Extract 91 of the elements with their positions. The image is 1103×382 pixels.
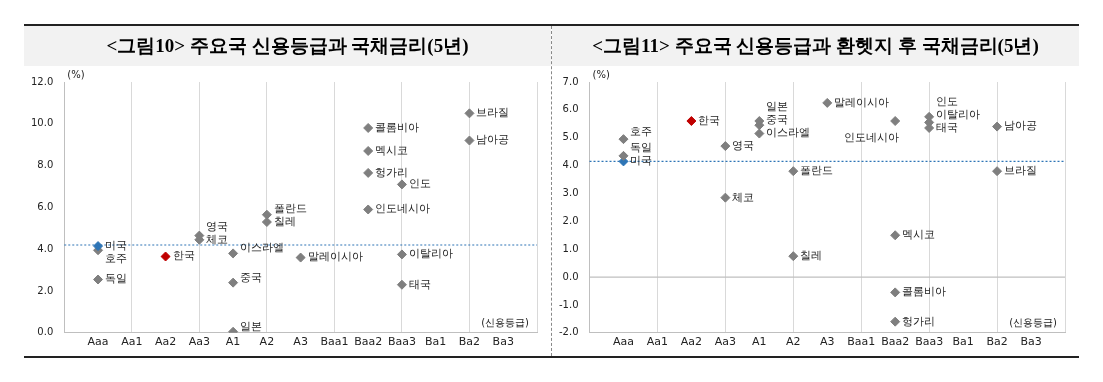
series-label: 인도네시아 xyxy=(844,130,900,144)
y-tick-label: 0.0 xyxy=(37,326,54,338)
series-label: 한국 xyxy=(172,249,195,263)
x-tick-label: Ba1 xyxy=(952,335,974,349)
x-tick-label: A1 xyxy=(225,335,241,349)
series-label: 태국 xyxy=(936,120,959,134)
y-tick-label: 3.0 xyxy=(562,187,579,199)
series-label: 호주 xyxy=(630,124,653,138)
x-tick-label: Baa3 xyxy=(915,335,944,349)
series-label: 미국 xyxy=(105,238,128,252)
annotation: (신용등급) xyxy=(481,317,530,329)
x-tick-label: Baa1 xyxy=(847,335,876,349)
x-tick-label: Ba1 xyxy=(425,335,447,349)
series-label: 브라질 xyxy=(476,106,510,120)
series-label: 호주 xyxy=(105,251,128,265)
series-label: 헝가리 xyxy=(902,314,936,328)
y-tick-label: 4.0 xyxy=(37,242,54,254)
y-tick-label: 1.0 xyxy=(562,242,579,254)
series-label: 태국 xyxy=(408,277,431,291)
x-tick-label: Baa3 xyxy=(387,335,416,349)
x-tick-label: A3 xyxy=(293,335,308,349)
series-label: 멕시코 xyxy=(902,228,936,242)
x-tick-label: Ba2 xyxy=(458,335,481,349)
y-tick-label: 0.0 xyxy=(562,270,579,282)
series-label: 콜롬비아 xyxy=(902,285,947,299)
series-label: 인도 xyxy=(408,177,431,191)
series-label: 중국 xyxy=(766,113,789,127)
series-label: 한국 xyxy=(698,113,721,127)
series-label: 체코 xyxy=(206,232,229,246)
series-label: 독일 xyxy=(105,272,128,286)
x-tick-label: Aa1 xyxy=(121,335,143,349)
y-axis-title: (%) xyxy=(592,68,610,80)
series-label: 이탈리아 xyxy=(936,107,981,121)
series-label: 인도 xyxy=(936,94,959,108)
x-tick-label: A2 xyxy=(786,335,801,349)
y-tick-label: 6.0 xyxy=(562,103,579,115)
series-label: 폴란드 xyxy=(273,201,307,215)
x-tick-label: Aaa xyxy=(87,335,109,349)
annotation: (신용등급) xyxy=(1009,317,1058,329)
series-label: 폴란드 xyxy=(800,164,834,178)
series-label: 이탈리아 xyxy=(408,247,453,261)
series-label: 중국 xyxy=(240,270,263,284)
x-tick-label: A2 xyxy=(259,335,275,349)
series-label: 칠레 xyxy=(273,214,296,228)
series-label: 일본 xyxy=(766,100,789,114)
y-tick-label: 7.0 xyxy=(562,75,579,87)
series-label: 일본 xyxy=(240,319,263,333)
series-label: 체코 xyxy=(732,190,755,204)
y-tick-label: -1.0 xyxy=(559,298,579,310)
y-tick-label: 6.0 xyxy=(37,200,54,212)
series-label: 영국 xyxy=(732,138,755,152)
x-tick-label: A1 xyxy=(752,335,767,349)
chart-title: <그림11> 주요국 신용등급과 환헷지 후 국채금리(5년) xyxy=(552,26,1079,66)
series-label: 말레이시아 xyxy=(834,95,890,109)
y-tick-label: 2.0 xyxy=(562,214,579,226)
y-tick-label: -2.0 xyxy=(559,326,579,338)
x-tick-label: Aa2 xyxy=(154,335,177,349)
series-label: 남아공 xyxy=(1004,119,1038,133)
series-label: 칠레 xyxy=(800,249,823,263)
y-tick-label: 5.0 xyxy=(562,131,579,143)
y-tick-label: 2.0 xyxy=(37,284,54,296)
y-tick-label: 10.0 xyxy=(31,117,54,129)
x-tick-label: Ba2 xyxy=(986,335,1008,349)
chart-title: <그림10> 주요국 신용등급과 국채금리(5년) xyxy=(24,26,551,66)
y-axis-title: (%) xyxy=(67,68,85,80)
x-tick-label: Aaa xyxy=(612,335,634,349)
series-label: 이스라엘 xyxy=(240,241,285,255)
series-label: 미국 xyxy=(630,154,653,168)
x-tick-label: Baa2 xyxy=(354,335,383,349)
x-tick-label: A3 xyxy=(819,335,835,349)
x-tick-label: Ba3 xyxy=(492,335,514,349)
series-label: 브라질 xyxy=(1004,164,1038,178)
series-label: 말레이시아 xyxy=(307,250,363,264)
series-label: 영국 xyxy=(206,219,229,233)
x-tick-label: Aa2 xyxy=(680,335,703,349)
series-label: 콜롬비아 xyxy=(375,120,420,134)
x-tick-label: Aa3 xyxy=(714,335,736,349)
x-tick-label: Aa3 xyxy=(188,335,210,349)
y-tick-label: 4.0 xyxy=(562,159,579,171)
series-label: 헝가리 xyxy=(375,165,409,179)
series-label: 남아공 xyxy=(476,133,510,147)
series-label: 멕시코 xyxy=(375,143,409,157)
series-label: 이스라엘 xyxy=(766,126,811,140)
series-label: 독일 xyxy=(630,141,653,155)
x-tick-label: Baa1 xyxy=(320,335,349,349)
y-tick-label: 12.0 xyxy=(31,75,54,87)
x-tick-label: Baa2 xyxy=(881,335,910,349)
x-tick-label: Aa1 xyxy=(646,335,669,349)
x-tick-label: Ba3 xyxy=(1020,335,1042,349)
y-tick-label: 8.0 xyxy=(37,159,54,171)
series-label: 인도네시아 xyxy=(375,202,431,216)
